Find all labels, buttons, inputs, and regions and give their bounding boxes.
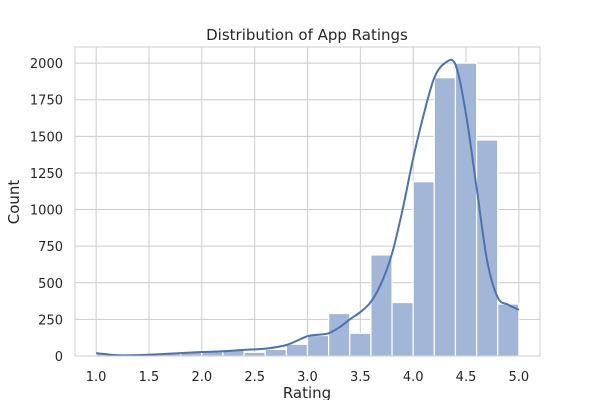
x-tick-label: 3.5 xyxy=(350,370,371,385)
y-tick-label: 1250 xyxy=(30,167,63,182)
histogram-bar xyxy=(328,312,351,357)
x-tick-label: 5.0 xyxy=(509,370,530,385)
x-tick-label: 2.5 xyxy=(244,370,265,385)
y-tick-label: 1750 xyxy=(30,94,63,109)
kde-curve xyxy=(96,58,520,357)
x-tick-label: 3.0 xyxy=(297,370,318,385)
y-axis-ticks: 0 250 500 750 1000 1250 1500 1750 2000 xyxy=(30,57,63,365)
x-axis-label: Rating xyxy=(283,384,331,400)
histogram-bar xyxy=(243,351,266,357)
y-tick-label: 250 xyxy=(38,313,63,328)
x-tick-label: 1.5 xyxy=(139,370,160,385)
histogram-bar xyxy=(285,343,309,357)
histogram-bar xyxy=(264,348,287,357)
chart-title: Distribution of App Ratings xyxy=(206,26,408,44)
y-tick-label: 1000 xyxy=(30,204,63,219)
x-tick-label: 4.5 xyxy=(456,370,477,385)
plot-area-frame xyxy=(74,46,541,357)
histogram-bar xyxy=(454,62,478,357)
y-tick-label: 750 xyxy=(38,240,63,255)
y-axis-label: Count xyxy=(5,180,23,225)
histogram-bar xyxy=(306,334,330,357)
histogram-bar xyxy=(497,303,520,357)
y-tick-label: 1500 xyxy=(30,130,63,145)
histogram-bar xyxy=(391,301,414,357)
x-tick-label: 2.0 xyxy=(191,370,212,385)
histogram-bar xyxy=(433,77,457,357)
x-axis-ticks: 1.0 1.5 2.0 2.5 3.0 3.5 4.0 4.5 5.0 xyxy=(86,370,529,385)
y-tick-label: 0 xyxy=(55,350,63,365)
y-tick-label: 500 xyxy=(38,277,63,292)
x-tick-label: 4.0 xyxy=(403,370,424,385)
histogram-bar xyxy=(349,332,372,357)
histogram-bar xyxy=(475,139,499,357)
histogram-bars xyxy=(95,62,520,357)
histogram-bar xyxy=(412,181,435,357)
y-tick-label: 2000 xyxy=(30,57,63,72)
x-tick-label: 1.0 xyxy=(86,370,107,385)
histogram-bar xyxy=(370,254,393,357)
